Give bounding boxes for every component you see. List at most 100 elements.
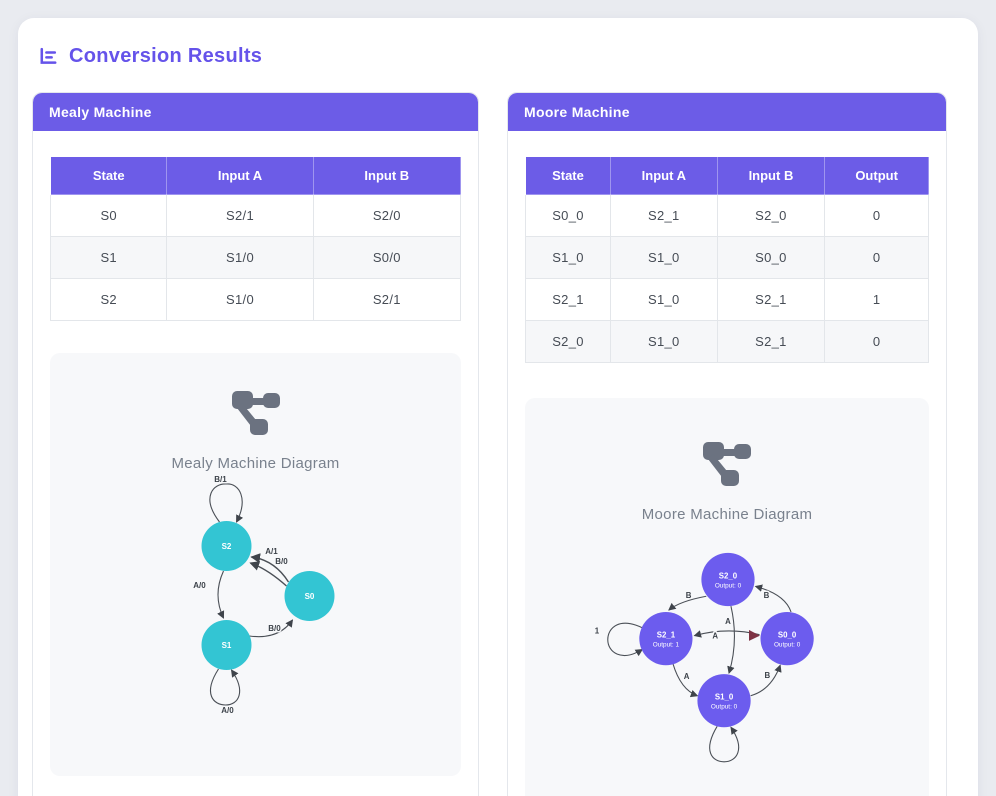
table-cell: S2_0 [716,194,826,237]
table-row: S1 S1/0 S0/0 [49,236,462,279]
edge-s2_0-s1_0 [727,605,735,675]
column-header-input-b: Input B [312,156,462,195]
table-cell: S2_1 [716,320,826,363]
table-cell: S1_0 [609,320,718,363]
table-cell: S1/0 [166,236,314,279]
column-header-input-b: Input B [716,156,826,195]
table-cell: S2_1 [525,278,611,321]
table-row: S0 S2/1 S2/0 [49,194,462,237]
edge-s2_1-s1_0 [672,663,699,698]
edge-s0_0-s2_1 [693,630,760,638]
edge-s2-s1 [217,570,225,619]
table-cell: S1_0 [525,236,611,279]
table-cell: S0 [49,194,168,237]
edge-label: A/0 [193,581,206,590]
table-cell: S2 [49,278,168,321]
state-node-label: S2_1 [657,631,676,640]
mealy-transition-table: State Input A Input B S0 S2/1 S2/0 S1 [49,156,462,321]
moore-panel: Moore Machine State Input A Input B Outp… [507,92,947,796]
results-chart-icon [40,47,57,64]
edge-label: A [712,632,718,641]
state-node-s0 [284,571,335,621]
moore-diagram-caption: Moore Machine Diagram [641,506,813,523]
main-content-card: Conversion Results Mealy Machine State I… [18,18,978,796]
edge-s0-s2-b [249,561,287,587]
state-node-label: S1_0 [715,693,734,702]
table-header-row: State Input A Input B [49,156,462,195]
table-row: S2_1 S1_0 S2_1 1 [525,278,929,321]
panel-header-moore: Moore Machine [508,93,946,131]
mealy-diagram-caption: Mealy Machine Diagram [171,455,340,472]
table-cell: 1 [824,278,929,321]
edge-s2_0-s2_1 [668,595,707,611]
state-node-label: S2 [222,542,232,551]
edge-label: A/0 [221,706,234,715]
state-node-output: Output: 0 [774,642,801,649]
state-node-s1 [201,620,252,670]
table-cell: S0_0 [716,236,826,279]
edge-label: B [764,591,770,600]
moore-transition-table: State Input A Input B Output S0_0 S2_1 S… [525,156,929,363]
state-node-label: S2_0 [719,572,738,581]
table-cell: S2/0 [312,194,462,237]
state-node-s2_0 [701,552,755,607]
table-cell: S1_0 [609,278,718,321]
state-node-output: Output: 0 [711,704,738,711]
moore-panel-body: State Input A Input B Output S0_0 S2_1 S… [508,131,946,796]
column-header-input-a: Input A [166,156,314,195]
table-row: S2_0 S1_0 S2_1 0 [525,320,929,363]
panel-header-mealy: Mealy Machine [33,93,478,131]
edge-label: B/1 [214,475,227,484]
edge-s0-s2-a [250,553,290,583]
edge-label: B/0 [268,624,281,633]
moore-state-graph: 1 B B A A [593,552,814,763]
column-header-state: State [525,156,611,195]
table-row: S2 S1/0 S2/1 [49,278,462,321]
mealy-panel-body: State Input A Input B S0 S2/1 S2/0 S1 [33,131,478,776]
state-node-s0_0 [760,612,814,666]
table-cell: S2/1 [312,278,462,321]
table-cell: 0 [824,236,929,279]
table-cell: S0_0 [525,194,611,237]
edge-label: A [725,617,731,626]
table-cell: 0 [824,320,929,363]
edge-s0_0-s2_0 [754,584,792,613]
edge-label: A/1 [265,547,278,556]
table-cell: S1/0 [166,278,314,321]
mealy-diagram-box: Mealy Machine Diagram B/1 [50,353,461,776]
table-cell: S2_1 [716,278,826,321]
state-node-label: S0 [305,592,315,601]
edge-s2-selfloop [209,483,244,523]
table-cell: S2_1 [609,194,718,237]
results-columns: Mealy Machine State Input A Input B S0 S… [32,92,964,796]
edge-s1_0-selfloop [709,726,740,763]
edge-label: B [765,671,771,680]
state-node-s1_0 [697,674,751,728]
state-node-s2_1 [639,612,693,666]
state-node-s2 [201,521,252,571]
edge-s1-s0 [249,619,294,638]
edge-label: B/0 [275,557,288,566]
table-header-row: State Input A Input B Output [525,156,929,195]
table-cell: 0 [824,194,929,237]
moore-diagram-box: Moore Machine Diagram 1 [525,398,929,796]
column-header-output: Output [824,156,929,195]
page-title-row: Conversion Results [38,45,964,68]
table-cell: S2_0 [525,320,611,363]
table-cell: S1 [49,236,168,279]
column-header-state: State [49,156,168,195]
page-title: Conversion Results [69,45,263,67]
table-cell: S2/1 [166,194,314,237]
state-node-output: Output: 1 [653,642,680,649]
mealy-panel: Mealy Machine State Input A Input B S0 S… [32,92,479,796]
edge-label: A [684,672,690,681]
edge-s1-selfloop [209,668,241,706]
edge-s1_0-s0_0 [750,664,782,697]
state-node-label: S0_0 [778,631,797,640]
state-node-label: S1 [222,641,232,650]
edge-label: B [686,591,692,600]
project-diagram-icon [703,442,751,486]
table-cell: S1_0 [609,236,718,279]
table-cell: S0/0 [312,236,462,279]
edge-label: 1 [595,627,600,636]
